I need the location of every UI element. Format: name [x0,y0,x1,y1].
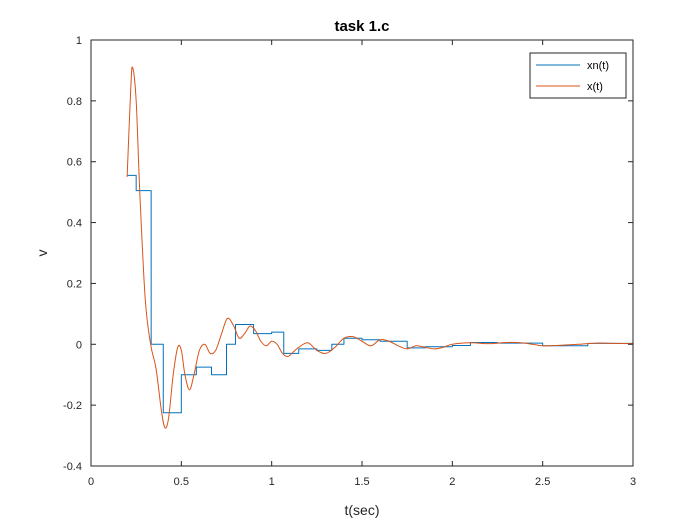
series-line-1 [127,174,633,414]
y-tick-label: 0 [76,339,82,351]
y-axis-label: v [34,250,50,257]
legend-box [529,52,627,99]
plot-area [91,40,633,466]
y-tick-label: 1 [76,35,82,47]
x-tick-label: 3 [630,476,636,488]
y-tick-label: 0.2 [67,278,82,290]
y-tick-label: -0.2 [63,400,82,412]
x-tick-label: 0.5 [174,476,189,488]
chart-title: task 1.c [334,18,389,35]
legend-label-2: x(t) [587,81,603,93]
y-tick-label: 0.8 [67,96,82,108]
x-tick-label: 2.5 [535,476,550,488]
x-tick-label: 1.5 [354,476,369,488]
series-layer [126,66,634,429]
x-axis-label: t(sec) [345,502,380,518]
legend: xn(t) x(t) [529,52,627,99]
x-tick-label: 0 [88,476,94,488]
legend-label-1: xn(t) [587,60,609,72]
y-tick-label: 0.4 [67,218,82,230]
tick-layer: 0 0.5 1 1.5 2 2.5 3 -0.4 -0.2 0 0.2 0.4 0.6 0.8 1 [63,35,636,488]
x-tick-label: 2 [449,476,455,488]
series-line-2 [126,66,634,429]
x-tick-label: 1 [269,476,275,488]
y-tick-label: -0.4 [63,461,82,473]
y-tick-label: 0.6 [67,157,82,169]
